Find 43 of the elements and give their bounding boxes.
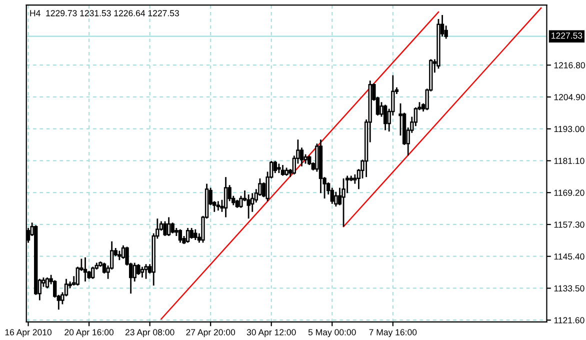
candlestick bbox=[140, 266, 144, 278]
candlestick bbox=[246, 194, 250, 220]
candlestick bbox=[342, 178, 346, 228]
candlestick bbox=[136, 263, 140, 276]
y-tick-label: 1216.80 bbox=[554, 62, 585, 68]
x-tick-label: 20 Apr 16:00 bbox=[64, 329, 114, 338]
x-tick-label: 5 May 00:00 bbox=[308, 329, 356, 338]
x-tick-label: 7 May 16:00 bbox=[369, 329, 417, 338]
candlestick bbox=[83, 256, 88, 282]
candlestick bbox=[170, 222, 174, 234]
candlestick bbox=[144, 263, 148, 280]
x-tick-label: 16 Apr 2010 bbox=[5, 329, 52, 338]
candlestick bbox=[132, 262, 136, 282]
candlestick bbox=[91, 266, 95, 280]
y-tick-label: 1121.60 bbox=[554, 317, 584, 324]
candlestick bbox=[273, 160, 277, 174]
candlestick bbox=[216, 200, 220, 212]
candlestick bbox=[194, 228, 198, 241]
candlestick bbox=[118, 250, 122, 261]
y-tick-label: 1145.40 bbox=[554, 253, 584, 260]
candlestick bbox=[190, 227, 194, 240]
candlestick bbox=[383, 104, 388, 131]
candlestick bbox=[224, 176, 228, 218]
candlestick bbox=[45, 276, 50, 289]
candlestick bbox=[334, 191, 338, 208]
x-tick-label: 27 Apr 20:00 bbox=[186, 329, 236, 338]
ref-line-label: 1227.53 bbox=[552, 32, 582, 39]
x-tick-label: 30 Apr 12:00 bbox=[246, 329, 296, 338]
x-tick-label: 23 Apr 08:00 bbox=[125, 329, 174, 338]
y-tick-label: 1193.00 bbox=[554, 126, 584, 132]
candlestick bbox=[186, 227, 190, 244]
candlestick bbox=[166, 216, 171, 237]
y-tick-label: 1133.50 bbox=[554, 285, 584, 292]
y-tick-label: 1157.30 bbox=[554, 222, 584, 228]
candlestick bbox=[277, 162, 281, 174]
y-tick-label: 1204.90 bbox=[554, 94, 585, 100]
candlestick bbox=[178, 228, 182, 244]
candlestick bbox=[163, 220, 167, 237]
candlestick bbox=[304, 154, 308, 164]
candlestick bbox=[280, 164, 285, 176]
y-tick-label: 1181.10 bbox=[554, 158, 584, 164]
y-tick-label: 1169.20 bbox=[554, 190, 584, 196]
chart-title: H4 1229.73 1231.53 1226.64 1227.53 bbox=[30, 10, 179, 16]
